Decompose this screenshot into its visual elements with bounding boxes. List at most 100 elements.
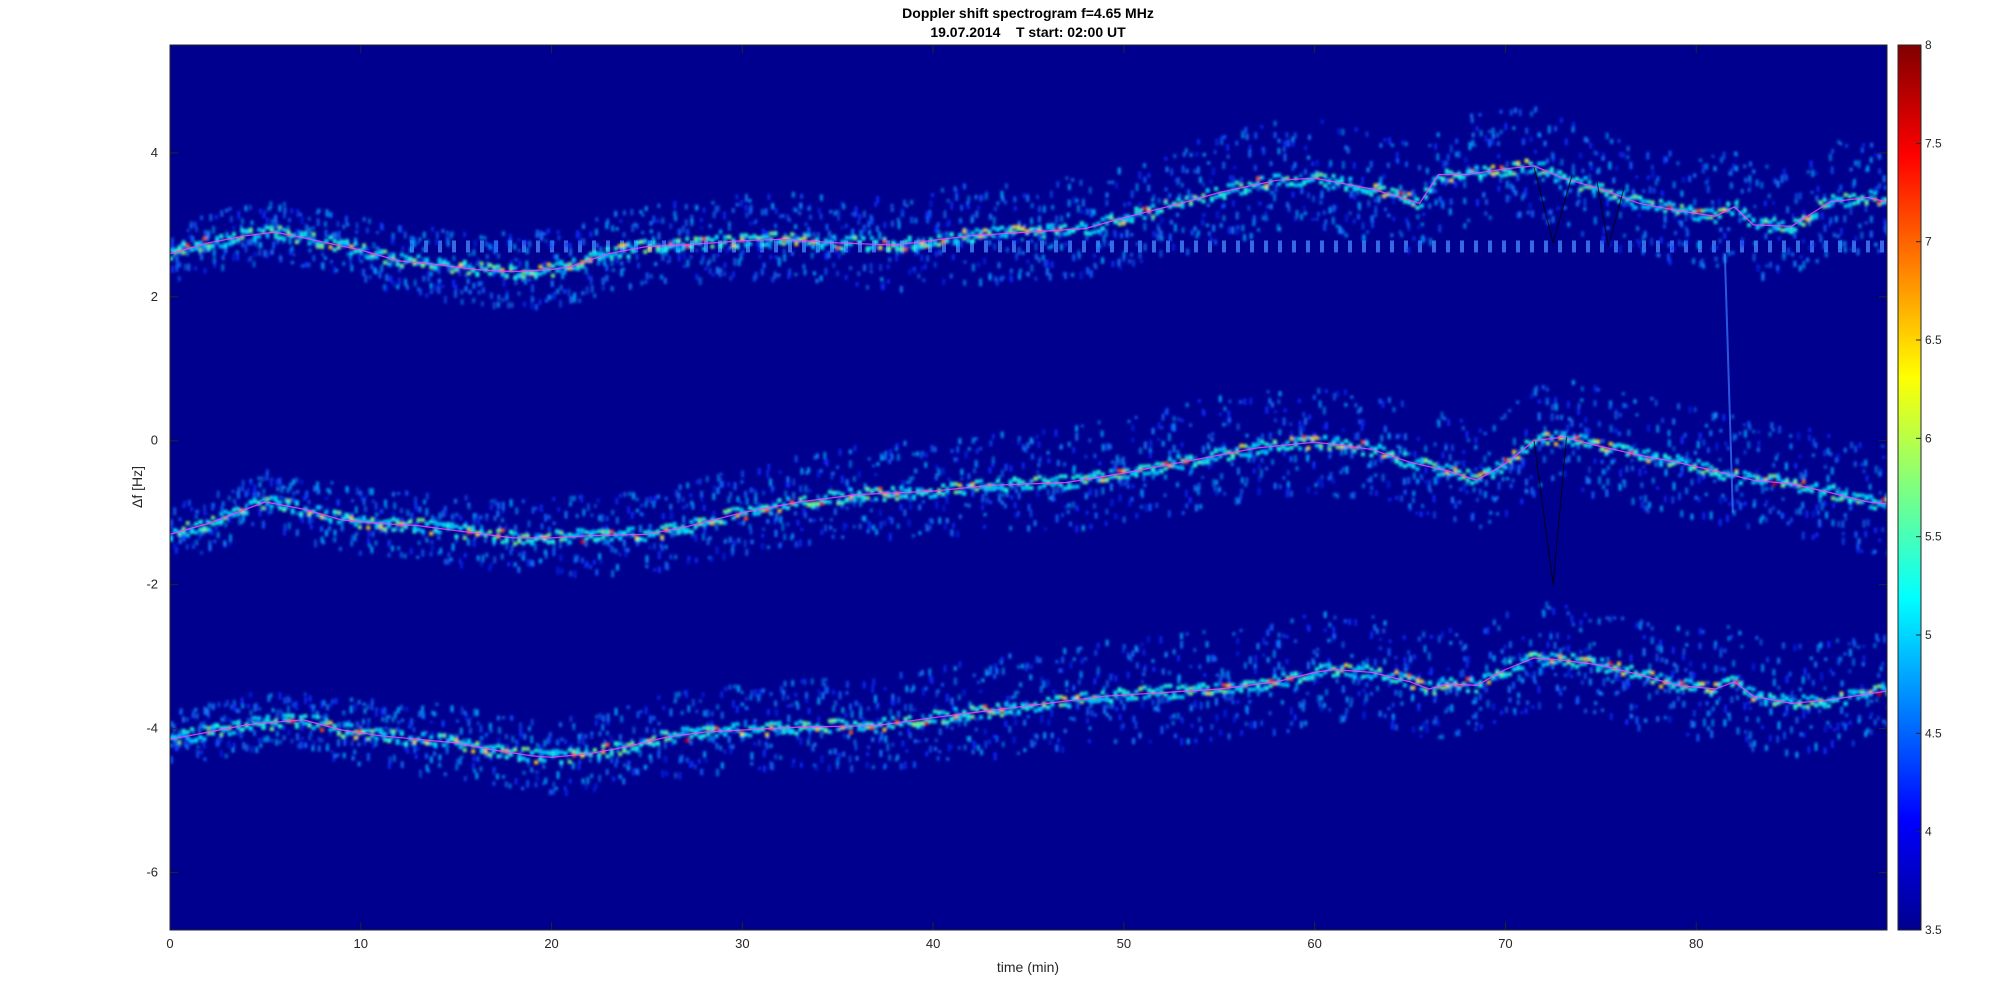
core-speckle (416, 527, 421, 532)
core-speckle (1373, 183, 1378, 188)
speckle (461, 530, 465, 535)
speckle (1424, 181, 1428, 187)
core-speckle (534, 270, 539, 275)
speckle (1581, 231, 1585, 237)
speckle (518, 260, 522, 268)
core-speckle (1797, 220, 1802, 225)
speckle (1270, 190, 1274, 195)
speckle (483, 538, 487, 543)
speckle (1518, 211, 1522, 218)
speckle (943, 524, 947, 530)
speckle (1598, 476, 1602, 485)
core-speckle (1021, 226, 1026, 231)
speckle (1458, 487, 1462, 492)
speckle (584, 266, 588, 274)
speckle (894, 253, 898, 262)
core-speckle (1667, 205, 1672, 210)
speckle (761, 228, 765, 237)
speckle (719, 229, 723, 234)
speckle (1369, 476, 1373, 483)
speckle (1802, 474, 1806, 482)
speckle (307, 262, 311, 268)
interference-dash (1852, 240, 1856, 253)
speckle (833, 238, 837, 243)
speckle (924, 462, 928, 468)
speckle (557, 235, 561, 241)
speckle (1555, 414, 1559, 420)
speckle (1839, 227, 1843, 236)
speckle (1329, 448, 1333, 456)
speckle (1698, 158, 1702, 162)
core-speckle (685, 236, 690, 241)
speckle (958, 514, 962, 519)
core-speckle (1591, 440, 1596, 445)
speckle (1249, 232, 1253, 240)
core-speckle (739, 237, 744, 242)
speckle (397, 546, 401, 550)
core-speckle (1575, 435, 1580, 440)
core-speckle (383, 249, 388, 254)
core-speckle (1201, 461, 1206, 466)
core-speckle (1755, 225, 1760, 230)
speckle (1159, 250, 1163, 258)
speckle (1138, 171, 1142, 180)
interference-dash (1446, 240, 1450, 253)
speckle (993, 206, 997, 212)
core-speckle (1709, 208, 1714, 213)
speckle (1781, 497, 1785, 501)
speckle (427, 277, 431, 282)
core-speckle (643, 238, 648, 243)
core-speckle (760, 235, 765, 240)
speckle (1291, 140, 1295, 147)
core-speckle (1239, 453, 1244, 458)
speckle (249, 480, 253, 486)
speckle (286, 487, 290, 493)
core-speckle (521, 269, 526, 274)
speckle (1077, 249, 1081, 256)
speckle (1195, 233, 1199, 239)
speckle (871, 524, 875, 531)
speckle (343, 512, 347, 521)
speckle (340, 521, 344, 530)
core-speckle (1323, 183, 1328, 188)
interference-dash (914, 240, 918, 253)
speckle (388, 252, 392, 258)
speckle (1302, 205, 1306, 211)
speckle (945, 517, 949, 524)
speckle (1532, 490, 1536, 498)
core-speckle (643, 538, 648, 543)
speckle (731, 208, 735, 214)
speckle (1277, 399, 1281, 405)
speckle (792, 206, 796, 212)
speckle (709, 555, 713, 562)
speckle (1149, 439, 1153, 448)
core-speckle (1726, 202, 1731, 207)
speckle (981, 493, 985, 501)
speckle (1230, 461, 1234, 467)
speckle (1667, 242, 1671, 248)
speckle (1811, 534, 1815, 540)
speckle (1428, 479, 1432, 485)
core-speckle (450, 525, 455, 530)
speckle (295, 477, 299, 483)
speckle (678, 484, 682, 491)
core-speckle (920, 492, 925, 497)
speckle (1050, 261, 1054, 268)
speckle (1524, 488, 1528, 494)
speckle (229, 215, 233, 223)
speckle (1865, 167, 1869, 172)
core-speckle (966, 483, 971, 488)
speckle (484, 240, 488, 247)
core-speckle (571, 266, 576, 271)
core-speckle (853, 493, 858, 498)
core-speckle (840, 492, 845, 497)
speckle (187, 535, 191, 540)
speckle (1551, 404, 1555, 411)
speckle (1678, 492, 1682, 501)
speckle (1436, 153, 1440, 161)
core-speckle (916, 487, 921, 492)
core-speckle (861, 498, 866, 503)
interference-dash (1600, 240, 1604, 253)
core-speckle (811, 501, 816, 506)
speckle (1615, 166, 1619, 171)
